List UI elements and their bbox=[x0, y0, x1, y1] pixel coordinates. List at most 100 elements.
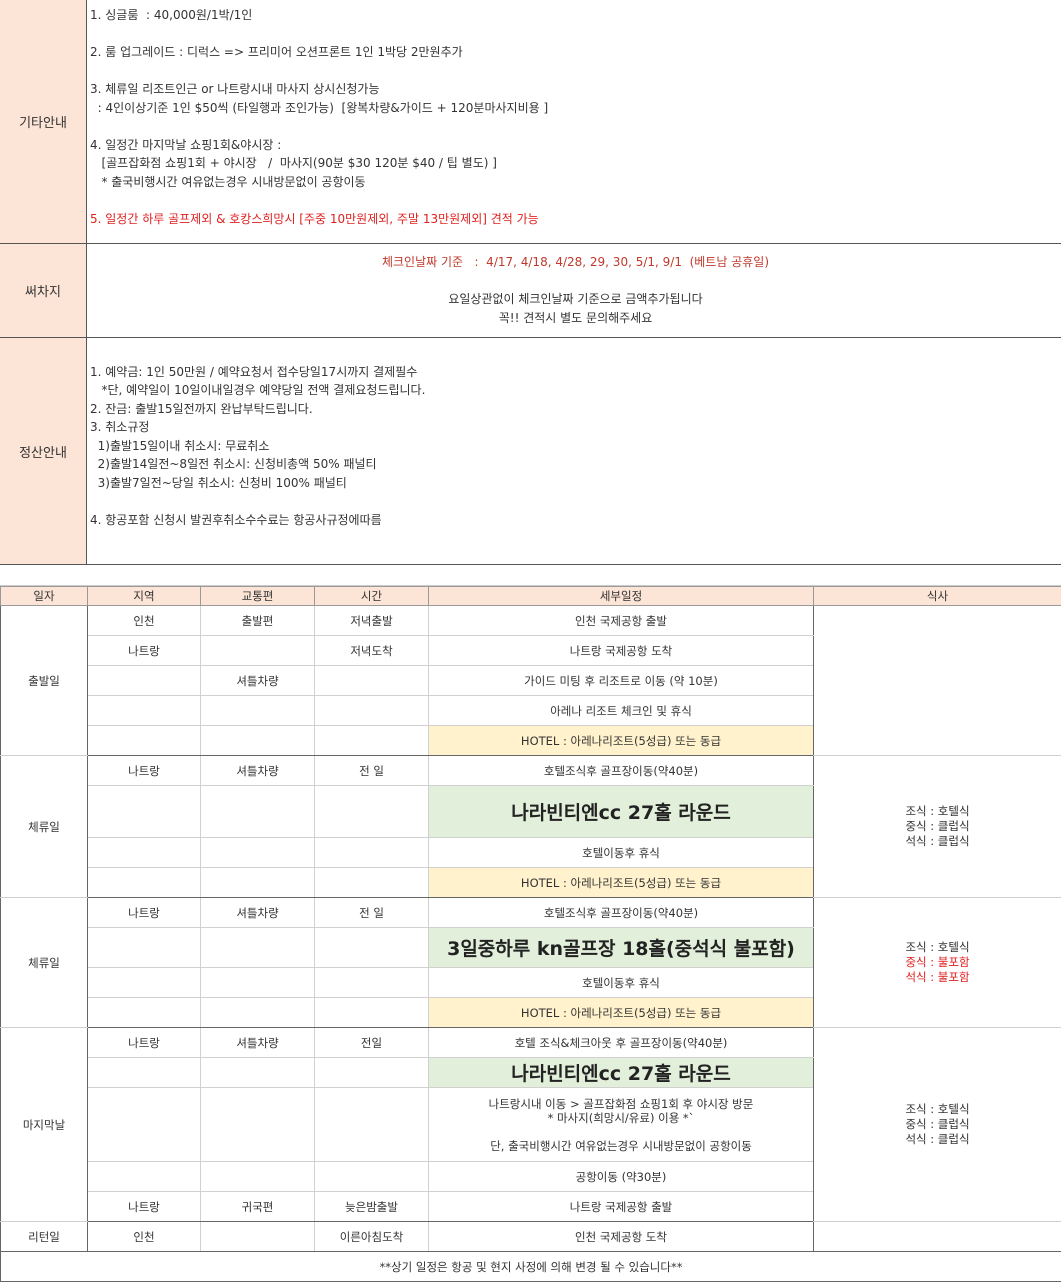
info-line: 2. 잔금: 출발15일전까지 완납부탁드립니다. bbox=[90, 400, 1061, 419]
info-line: 1)출발15일이내 취소시: 무료취소 bbox=[90, 437, 1061, 456]
region-cell bbox=[88, 1058, 201, 1088]
time-cell bbox=[315, 726, 429, 756]
region-cell bbox=[88, 696, 201, 726]
time-cell bbox=[315, 868, 429, 898]
transport-cell bbox=[201, 1162, 315, 1192]
region-cell: 인천 bbox=[88, 606, 201, 636]
transport-cell: 셔틀차량 bbox=[201, 898, 315, 928]
schedule-detail: 가이드 미팅 후 리조트로 이동 (약 10분) bbox=[429, 666, 814, 696]
region-cell: 나트랑 bbox=[88, 636, 201, 666]
transport-cell: 출발편 bbox=[201, 606, 315, 636]
time-cell: 이른아침도착 bbox=[315, 1222, 429, 1252]
schedule-detail: 아레나 리조트 체크인 및 휴식 bbox=[429, 696, 814, 726]
transport-cell: 셔틀차량 bbox=[201, 756, 315, 786]
schedule-detail: 인천 국제공항 출발 bbox=[429, 606, 814, 636]
info-label: 정산안내 bbox=[0, 338, 87, 564]
meal-item: 중식 : 클럽식 bbox=[814, 1117, 1061, 1132]
meals-cell bbox=[814, 606, 1061, 756]
time-cell: 저녁출발 bbox=[315, 606, 429, 636]
region-cell: 나트랑 bbox=[88, 1192, 201, 1222]
schedule-detail: 호텔이동후 휴식 bbox=[429, 968, 814, 998]
transport-cell bbox=[201, 928, 315, 968]
day-label: 체류일 bbox=[1, 898, 88, 1028]
info-line: 2)출발14일전~8일전 취소시: 신청비총액 50% 패널티 bbox=[90, 455, 1061, 474]
region-cell bbox=[88, 998, 201, 1028]
time-cell bbox=[315, 1162, 429, 1192]
schedule-detail: 나트랑 국제공항 출발 bbox=[429, 1192, 814, 1222]
transport-cell bbox=[201, 696, 315, 726]
transport-cell: 셔틀차량 bbox=[201, 666, 315, 696]
schedule-detail: 공항이동 (약30분) bbox=[429, 1162, 814, 1192]
region-cell: 나트랑 bbox=[88, 898, 201, 928]
meal-item: 석식 : 클럽식 bbox=[814, 834, 1061, 849]
footer-note: **상기 일정은 항공 및 현지 사정에 의해 변경 될 수 있습니다** bbox=[1, 1252, 1061, 1282]
info-line bbox=[90, 492, 1061, 511]
time-cell: 전일 bbox=[315, 1028, 429, 1058]
region-cell bbox=[88, 786, 201, 838]
column-header: 교통편 bbox=[201, 587, 315, 606]
schedule-detail: 나트랑 국제공항 도착 bbox=[429, 636, 814, 666]
schedule-detail: 호텔조식후 골프장이동(약40분) bbox=[429, 898, 814, 928]
info-line: 4. 일정간 마지막날 쇼핑1회&야시장 : bbox=[90, 136, 1061, 155]
spacer-row bbox=[0, 565, 1061, 586]
region-cell bbox=[88, 928, 201, 968]
info-line: 꼭!! 견적시 별도 문의해주세요 bbox=[90, 309, 1061, 328]
day-label: 체류일 bbox=[1, 756, 88, 898]
column-header: 일자 bbox=[1, 587, 88, 606]
info-line bbox=[90, 117, 1061, 136]
schedule-detail: 인천 국제공항 도착 bbox=[429, 1222, 814, 1252]
transport-cell: 셔틀차량 bbox=[201, 1028, 315, 1058]
info-line bbox=[90, 191, 1061, 210]
info-line: 3)출발7일전~당일 취소시: 신청비 100% 패널티 bbox=[90, 474, 1061, 493]
column-header: 지역 bbox=[88, 587, 201, 606]
info-line bbox=[90, 25, 1061, 44]
info-body: 1. 예약금: 1인 50만원 / 예약요청서 접수당일17시까지 결제필수 *… bbox=[87, 338, 1061, 564]
schedule-detail: 나라빈티엔cc 27홀 라운드 bbox=[429, 786, 814, 838]
info-line bbox=[90, 272, 1061, 291]
region-cell bbox=[88, 1162, 201, 1192]
info-line: 1. 싱글룸 : 40,000원/1박/1인 bbox=[90, 6, 1061, 25]
schedule-detail: HOTEL : 아레나리조트(5성급) 또는 동급 bbox=[429, 998, 814, 1028]
info-line: 1. 예약금: 1인 50만원 / 예약요청서 접수당일17시까지 결제필수 bbox=[90, 363, 1061, 382]
info-body: 체크인날짜 기준 : 4/17, 4/18, 4/28, 29, 30, 5/1… bbox=[87, 244, 1061, 337]
meal-item: 석식 : 불포함 bbox=[814, 970, 1061, 985]
region-cell: 나트랑 bbox=[88, 1028, 201, 1058]
schedule-detail: 3일중하루 kn골프장 18홀(중석식 불포함) bbox=[429, 928, 814, 968]
meal-item: 조식 : 호텔식 bbox=[814, 1102, 1061, 1117]
info-line: 3. 취소규정 bbox=[90, 418, 1061, 437]
meal-item: 조식 : 호텔식 bbox=[814, 804, 1061, 819]
transport-cell bbox=[201, 786, 315, 838]
info-line: [골프잡화점 쇼핑1회 + 야시장 / 마사지(90분 $30 120분 $40… bbox=[90, 154, 1061, 173]
time-cell bbox=[315, 998, 429, 1028]
info-line: 4. 항공포함 신청시 발권후취소수수료는 항공사규정에따름 bbox=[90, 511, 1061, 530]
region-cell: 나트랑 bbox=[88, 756, 201, 786]
region-cell bbox=[88, 868, 201, 898]
time-cell bbox=[315, 928, 429, 968]
transport-cell bbox=[201, 1058, 315, 1088]
schedule-detail: 호텔 조식&체크아웃 후 골프장이동(약40분) bbox=[429, 1028, 814, 1058]
info-line: : 4인이상기준 1인 $50씩 (타일행과 조인가능) [왕복차량&가이드 +… bbox=[90, 99, 1061, 118]
transport-cell bbox=[201, 726, 315, 756]
schedule-detail: HOTEL : 아레나리조트(5성급) 또는 동급 bbox=[429, 868, 814, 898]
day-label: 마지막날 bbox=[1, 1028, 88, 1222]
time-cell bbox=[315, 696, 429, 726]
region-cell bbox=[88, 968, 201, 998]
time-cell bbox=[315, 666, 429, 696]
column-header: 식사 bbox=[814, 587, 1061, 606]
schedule-detail: 나라빈티엔cc 27홀 라운드 bbox=[429, 1058, 814, 1088]
transport-cell bbox=[201, 968, 315, 998]
meals-cell bbox=[814, 1222, 1061, 1252]
info-line bbox=[90, 344, 1061, 363]
transport-cell bbox=[201, 868, 315, 898]
time-cell: 전 일 bbox=[315, 898, 429, 928]
